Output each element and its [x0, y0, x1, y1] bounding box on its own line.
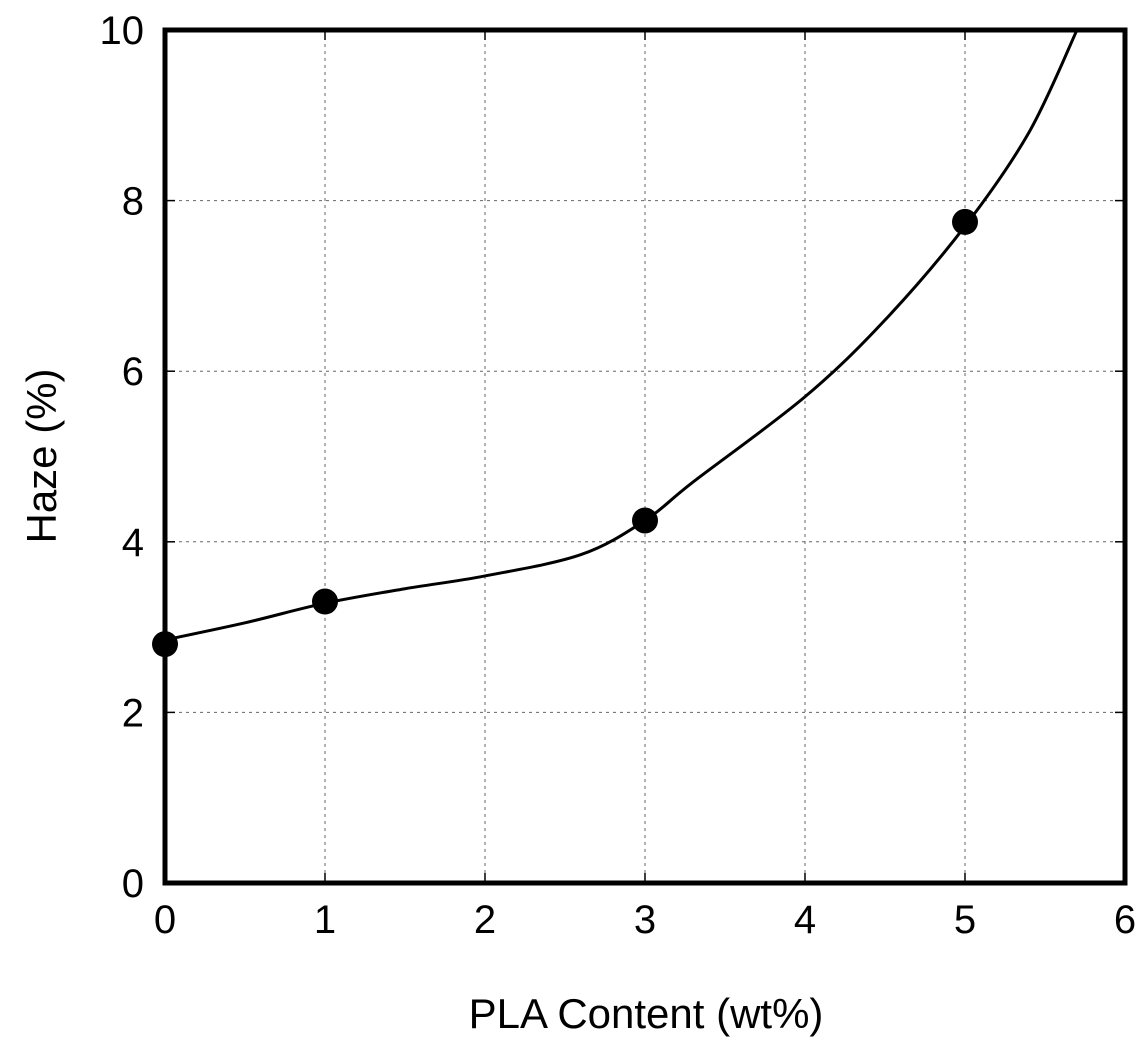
y-tick-label: 10: [100, 9, 145, 53]
y-tick-label: 2: [122, 691, 144, 735]
y-tick-label: 8: [122, 180, 144, 224]
x-tick-label: 1: [314, 898, 336, 942]
x-tick-label: 2: [474, 898, 496, 942]
x-tick-label: 3: [634, 898, 656, 942]
x-tick-label: 0: [154, 898, 176, 942]
y-axis-title: Haze (%): [18, 368, 65, 543]
grid-lines: [165, 30, 1125, 883]
x-tick-label: 5: [954, 898, 976, 942]
x-tick-labels: 0 1 2 3 4 5 6: [154, 898, 1136, 942]
y-tick-label: 6: [122, 350, 144, 394]
y-tick-labels: 0 2 4 6 8 10: [100, 9, 145, 906]
y-tick-label: 4: [122, 521, 144, 565]
plot-frame: [162, 27, 1128, 886]
data-points: [152, 208, 978, 658]
y-tick-label: 0: [122, 862, 144, 906]
data-point: [952, 208, 978, 235]
x-axis-title: PLA Content (wt%): [469, 990, 824, 1037]
data-point: [312, 588, 338, 615]
data-point: [632, 507, 658, 534]
x-tick-label: 6: [1114, 898, 1136, 942]
trend-curve: [164, 29, 1079, 642]
x-tick-label: 4: [794, 898, 816, 942]
